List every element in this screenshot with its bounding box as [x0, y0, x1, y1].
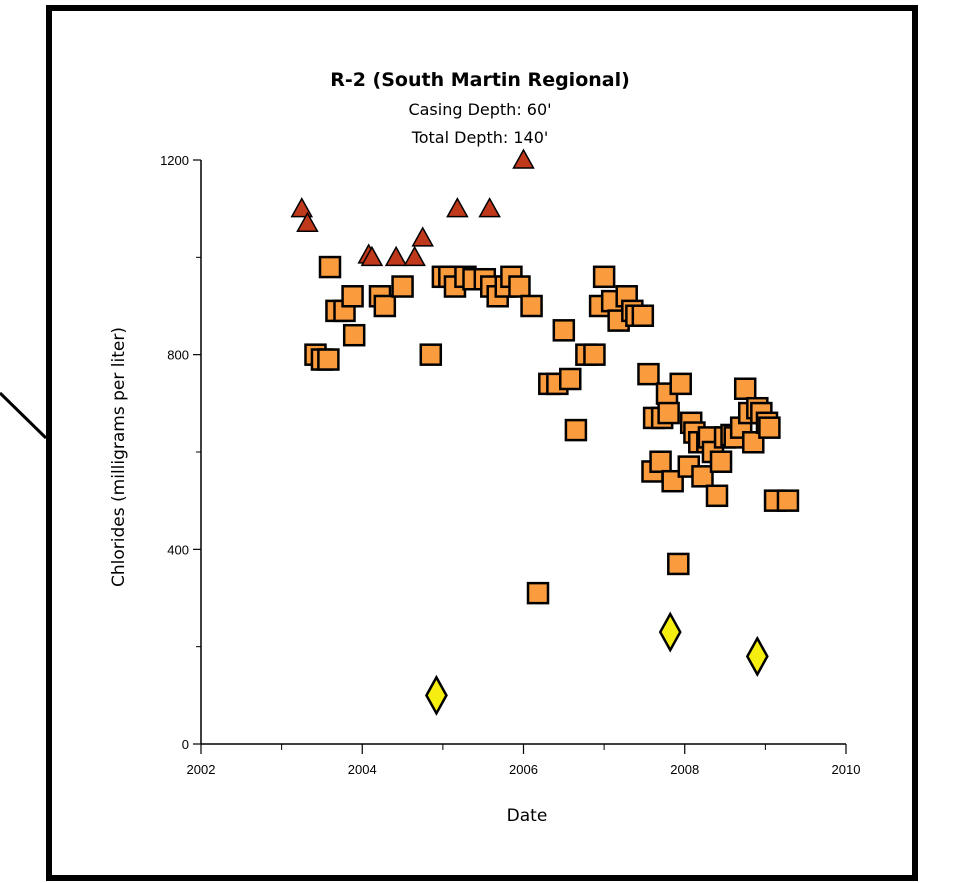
diamond-point — [658, 611, 682, 653]
square-point — [508, 275, 531, 298]
x-tick-label: 2002 — [187, 762, 216, 777]
chart-subtitle-total-depth: Total Depth: 140' — [411, 128, 549, 147]
triangle-point — [403, 245, 426, 267]
triangle-point — [296, 211, 319, 233]
square-point — [559, 367, 582, 391]
diamond-point — [745, 635, 769, 677]
x-tick-label: 2010 — [832, 762, 861, 777]
data-points — [290, 148, 800, 716]
triangle-point — [360, 245, 384, 267]
square-point — [526, 581, 550, 605]
scatter-chart: R-2 (South Martin Regional) Casing Depth… — [109, 69, 860, 826]
triangle-point — [478, 197, 501, 218]
triangle-point — [512, 148, 535, 169]
triangle-point — [384, 245, 408, 267]
square-point — [657, 401, 680, 425]
triangle-point — [446, 197, 469, 218]
square-point — [317, 348, 340, 371]
x-tick-label: 2006 — [509, 762, 538, 777]
x-tick-label: 2008 — [670, 762, 699, 777]
y-tick-label: 800 — [167, 348, 189, 363]
square-point — [592, 265, 616, 289]
diamond-point — [424, 674, 448, 716]
x-axis-label: Date — [507, 806, 548, 826]
square-point — [776, 489, 800, 512]
y-tick-label: 1200 — [160, 153, 189, 168]
ticks: 0 400 800 1200 2002 2004 2006 2008 2010 — [160, 153, 860, 777]
triangle-point — [290, 197, 314, 218]
square-point — [419, 343, 443, 366]
square-point — [758, 416, 781, 439]
square-point — [341, 285, 364, 308]
square-point — [705, 484, 729, 508]
chart-title: R-2 (South Martin Regional) — [330, 69, 630, 91]
square-point — [520, 294, 543, 318]
square-point — [691, 465, 714, 488]
square-point — [667, 552, 690, 576]
square-point — [342, 323, 366, 347]
square-point — [391, 275, 414, 298]
chart-frame: R-2 (South Martin Regional) Casing Depth… — [46, 5, 918, 881]
y-tick-label: 0 — [182, 737, 189, 752]
y-axis-label: Chlorides (milligrams per liter) — [109, 327, 129, 587]
y-tick-label: 400 — [167, 542, 189, 557]
square-point — [733, 377, 757, 400]
square-point — [649, 450, 672, 473]
square-point — [564, 418, 588, 442]
triangle-point — [411, 226, 434, 247]
square-point — [669, 372, 692, 396]
square-point — [373, 294, 397, 318]
square-point — [709, 450, 733, 473]
square-point — [318, 255, 342, 279]
square-point — [583, 343, 606, 366]
x-tick-label: 2004 — [348, 762, 377, 777]
square-point — [637, 362, 660, 386]
square-point — [631, 304, 655, 327]
chart-subtitle-casing-depth: Casing Depth: 60' — [408, 100, 551, 119]
square-point — [552, 319, 576, 342]
